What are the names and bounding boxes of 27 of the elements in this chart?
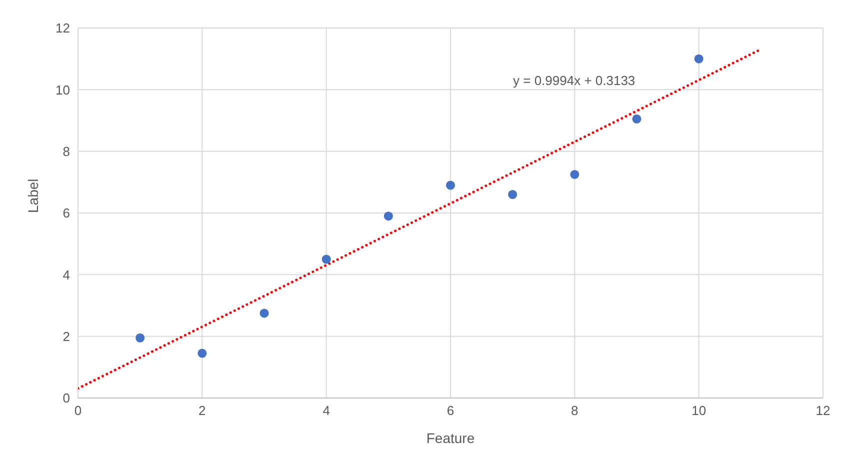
annotation: y = 0.9994x + 0.3133 xyxy=(513,73,636,88)
point xyxy=(694,54,704,64)
x-tick-label: 6 xyxy=(446,403,454,418)
x-tick-label: 4 xyxy=(322,403,330,418)
y-tick-label: 6 xyxy=(62,206,70,221)
y-tick-label: 10 xyxy=(56,82,70,98)
x-tick-label: 2 xyxy=(198,403,206,418)
point xyxy=(322,254,331,264)
y-tick-label: 0 xyxy=(62,390,70,406)
point xyxy=(384,212,393,221)
point xyxy=(508,190,518,200)
x-tick-label: 0 xyxy=(74,403,82,418)
x-tick-label: 12 xyxy=(816,403,830,418)
x-axis-title: Feature xyxy=(426,430,475,446)
x-tick-label: 8 xyxy=(571,403,578,418)
x-tick-label: 10 xyxy=(692,403,706,418)
point xyxy=(570,170,580,179)
y-tick-label: 2 xyxy=(62,328,70,344)
y-tick-label: 12 xyxy=(56,20,70,36)
point xyxy=(632,114,642,124)
y-axis-title: Label xyxy=(24,178,41,213)
y-tick-label: 8 xyxy=(62,144,70,159)
point xyxy=(260,308,269,318)
point xyxy=(136,333,145,342)
y-tick-label: 4 xyxy=(62,267,70,282)
point xyxy=(198,348,207,358)
point xyxy=(446,180,456,190)
